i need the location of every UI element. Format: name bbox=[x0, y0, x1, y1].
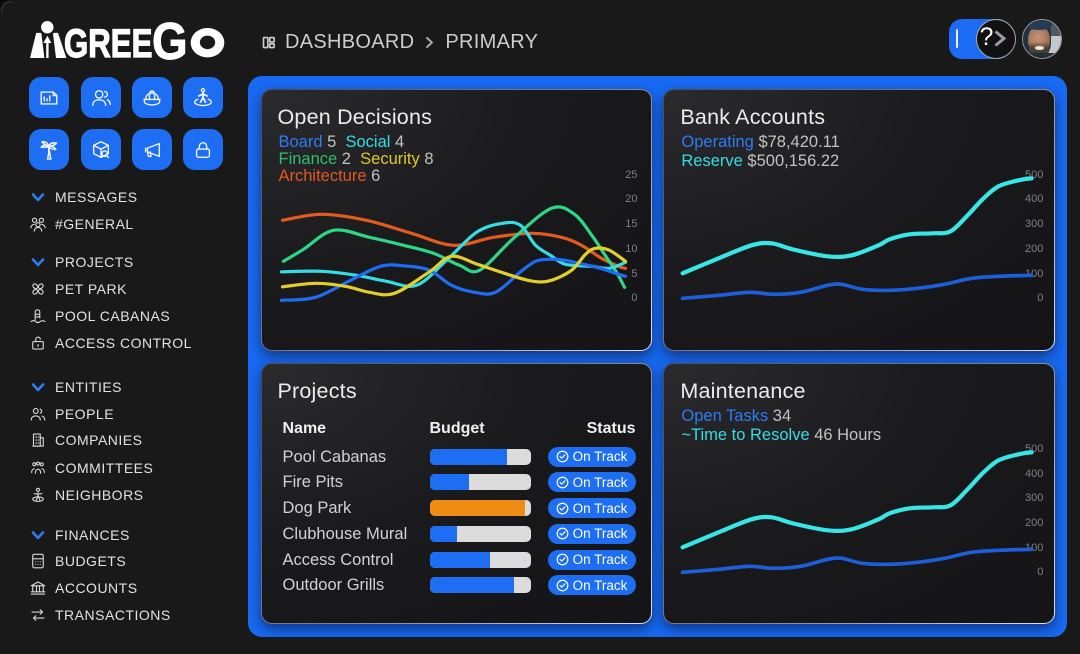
svg-text:GREE: GREE bbox=[64, 21, 152, 62]
svg-text:G: G bbox=[152, 13, 188, 62]
